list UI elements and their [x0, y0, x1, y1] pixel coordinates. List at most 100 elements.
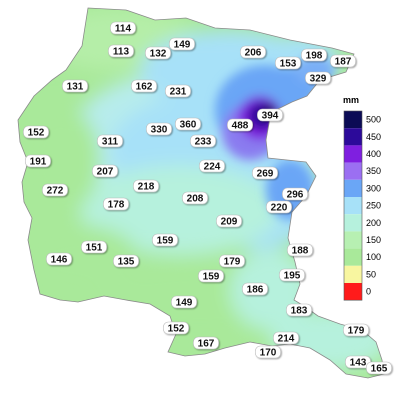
label-background [169, 37, 195, 51]
station-value: 195 [284, 271, 301, 282]
station-value: 114 [115, 24, 132, 35]
legend-swatch [344, 214, 362, 232]
label-background [171, 295, 197, 309]
label-background [301, 48, 327, 62]
station-value-label: 165 [366, 361, 392, 375]
station-value-label: 186 [242, 282, 268, 296]
station-value-label: 218 [133, 179, 159, 193]
station-value-label: 153 [275, 56, 301, 70]
label-background [103, 197, 129, 211]
legend-swatch [344, 162, 362, 180]
label-background [219, 254, 245, 268]
station-value-label: 195 [279, 268, 305, 282]
station-value: 113 [113, 47, 130, 58]
station-value-label: 183 [286, 303, 312, 317]
station-value: 209 [221, 217, 238, 228]
label-background [242, 282, 268, 296]
station-value: 329 [310, 74, 327, 85]
station-value-label: 167 [193, 336, 219, 350]
station-value-label: 233 [190, 134, 216, 148]
label-background [133, 179, 159, 193]
station-value-label: 187 [330, 54, 356, 68]
station-value-label: 207 [92, 164, 118, 178]
label-background [146, 122, 172, 136]
station-value-label: 152 [23, 125, 49, 139]
legend-tick-label: 150 [366, 235, 381, 245]
station-value: 170 [260, 348, 277, 359]
station-value: 159 [203, 272, 220, 283]
station-labels: 114 113 132 149 206 198 187 153 329 131 162 231 152 3… [23, 21, 392, 375]
station-value-label: 151 [81, 240, 107, 254]
station-value-label: 209 [216, 214, 242, 228]
station-value-label: 220 [266, 200, 292, 214]
legend-swatch [344, 231, 362, 249]
station-value: 179 [224, 257, 241, 268]
station-value-label: 143 [345, 355, 371, 369]
legend-unit: mm [343, 95, 359, 105]
label-background [110, 21, 136, 35]
legend-tick-label: 0 [366, 287, 371, 297]
station-value-label: 214 [273, 331, 299, 345]
label-background [198, 269, 224, 283]
label-background [287, 243, 313, 257]
station-value: 143 [350, 358, 367, 369]
station-value: 178 [108, 200, 125, 211]
station-value-label: 131 [62, 79, 88, 93]
legend-tick-label: 500 [366, 115, 381, 125]
station-value: 149 [176, 298, 193, 309]
station-value: 152 [28, 128, 45, 139]
station-value-label: 191 [25, 154, 51, 168]
label-background [163, 321, 189, 335]
station-value-label: 149 [169, 37, 195, 51]
label-background [366, 361, 392, 375]
legend-tick-label: 200 [366, 218, 381, 228]
station-value-label: 170 [255, 345, 281, 359]
legend-tick-label: 100 [366, 252, 381, 262]
label-background [279, 268, 305, 282]
station-value: 162 [136, 82, 153, 93]
station-value-label: 162 [131, 79, 157, 93]
legend-swatch [344, 111, 362, 129]
label-background [216, 214, 242, 228]
label-background [282, 187, 308, 201]
station-value: 198 [306, 51, 323, 62]
station-value: 272 [47, 186, 64, 197]
station-value-label: 159 [152, 233, 178, 247]
station-value: 131 [67, 82, 84, 93]
label-background [23, 125, 49, 139]
station-value-label: 114 [110, 21, 136, 35]
label-background [182, 191, 208, 205]
label-background [266, 200, 292, 214]
label-background [255, 345, 281, 359]
station-value: 159 [157, 236, 174, 247]
label-background [286, 303, 312, 317]
station-value: 360 [180, 120, 197, 131]
station-value: 231 [170, 87, 187, 98]
label-background [152, 233, 178, 247]
station-value: 311 [102, 137, 119, 148]
station-value: 218 [138, 182, 155, 193]
station-value-label: 208 [182, 191, 208, 205]
legend-swatch [344, 128, 362, 146]
label-background [175, 117, 201, 131]
label-background [25, 154, 51, 168]
label-background [62, 79, 88, 93]
label-background [227, 118, 253, 132]
station-value: 296 [287, 190, 304, 201]
legend-swatch [344, 179, 362, 197]
station-value: 206 [245, 48, 262, 59]
legend-swatch [344, 197, 362, 215]
station-value: 188 [292, 246, 309, 257]
label-background [330, 54, 356, 68]
station-value-label: 269 [252, 166, 278, 180]
station-value-label: 113 [108, 44, 134, 58]
station-value: 207 [97, 167, 114, 178]
legend-tick-label: 250 [366, 201, 381, 211]
station-value: 488 [232, 121, 249, 132]
station-value: 186 [247, 285, 264, 296]
label-background [343, 323, 369, 337]
station-value-label: 231 [165, 84, 191, 98]
